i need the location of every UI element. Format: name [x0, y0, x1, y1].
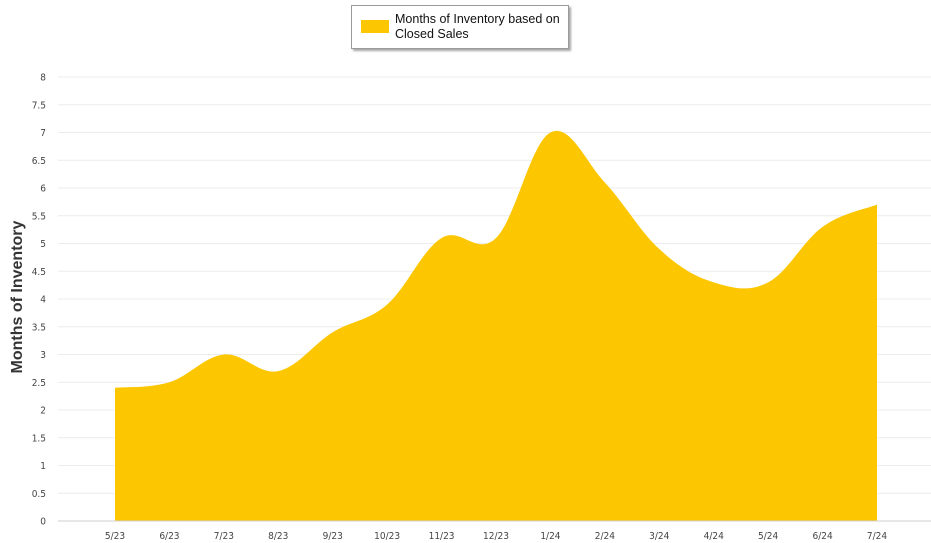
- data-point: [330, 329, 336, 335]
- y-tick-label: 2.5: [32, 378, 46, 389]
- y-tick-label: 8: [40, 73, 46, 84]
- legend[interactable]: Months of Inventory based on Closed Sale…: [351, 5, 569, 49]
- x-tick-labels: 5/23 6/23 7/23 8/23 9/23 10/23 11/23 12/23 1/24 2…: [105, 531, 887, 542]
- x-tick-label: 1/24: [540, 531, 560, 542]
- x-tick-label: 6/23: [159, 531, 179, 542]
- data-point: [493, 235, 499, 241]
- x-tick-label: 3/24: [649, 531, 669, 542]
- y-tick-label: 1.5: [32, 433, 46, 444]
- y-tick-label: 0: [40, 517, 46, 528]
- legend-swatch: [361, 20, 389, 33]
- data-point: [820, 224, 826, 230]
- series-area: [112, 130, 880, 521]
- data-point: [874, 202, 880, 208]
- x-tick-label: 10/23: [374, 531, 400, 542]
- data-point: [275, 368, 281, 374]
- data-point: [656, 246, 662, 252]
- y-tick-label: 0.5: [32, 489, 46, 500]
- x-tick-label: 7/24: [867, 531, 887, 542]
- y-tick-label: 7.5: [32, 100, 46, 111]
- data-point: [384, 302, 390, 308]
- data-point: [547, 130, 553, 136]
- data-point: [765, 279, 771, 285]
- x-tick-label: 4/24: [704, 531, 724, 542]
- area-fill: [115, 130, 877, 521]
- legend-label: Months of Inventory based on Closed Sale…: [395, 12, 560, 41]
- x-tick-label: 6/24: [812, 531, 832, 542]
- x-tick-label: 2/24: [595, 531, 615, 542]
- y-tick-label: 6.5: [32, 156, 46, 167]
- x-tick-label: 7/23: [214, 531, 234, 542]
- y-tick-label: 3.5: [32, 322, 46, 333]
- data-point: [439, 235, 445, 241]
- y-tick-label: 7: [40, 128, 46, 139]
- y-tick-label: 3: [40, 350, 46, 361]
- y-tick-labels: 0 0.5 1 1.5 2 2.5 3 3.5 4 4.5 5 5.5 6 6.5 7 7.5 8: [32, 73, 47, 528]
- data-point: [711, 279, 717, 285]
- y-tick-label: 4.5: [32, 267, 46, 278]
- x-tick-label: 8/23: [268, 531, 288, 542]
- x-tick-label: 5/23: [105, 531, 125, 542]
- x-tick-label: 5/24: [758, 531, 778, 542]
- x-tick-label: 12/23: [483, 531, 509, 542]
- y-tick-label: 4: [40, 295, 46, 306]
- data-point: [166, 379, 172, 385]
- y-tick-label: 2: [40, 406, 46, 417]
- y-tick-label: 5.5: [32, 211, 46, 222]
- y-tick-label: 6: [40, 184, 46, 195]
- y-tick-label: 1: [40, 461, 46, 472]
- data-point: [602, 179, 608, 185]
- data-point: [112, 385, 118, 391]
- data-point: [221, 352, 227, 358]
- y-tick-label: 5: [40, 239, 46, 250]
- x-tick-label: 9/23: [323, 531, 343, 542]
- x-tick-label: 11/23: [429, 531, 455, 542]
- y-axis-label: Months of Inventory: [9, 220, 26, 374]
